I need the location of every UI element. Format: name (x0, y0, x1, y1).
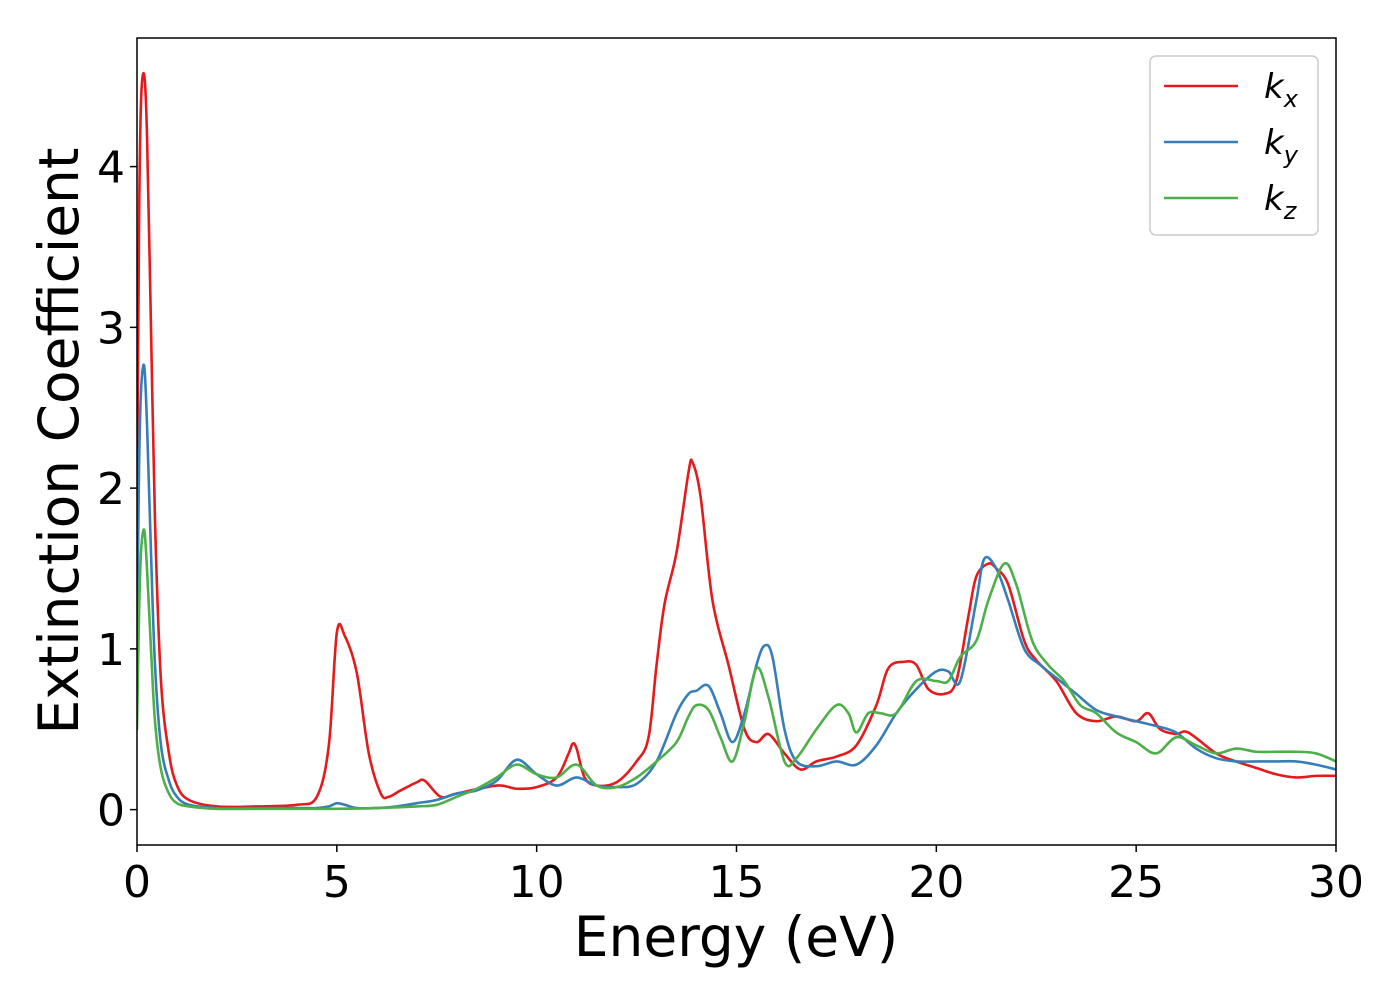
legend-label-k-y: ky (1264, 123, 1299, 169)
legend-label-subscript: y (1283, 141, 1299, 169)
x-axis-title: Energy (eV) (574, 905, 898, 969)
series-line-k-x (137, 72, 1336, 809)
x-tick-label: 15 (709, 857, 765, 908)
y-tick-label: 2 (97, 464, 125, 515)
x-tick-label: 5 (323, 857, 351, 908)
x-tick-label: 10 (509, 857, 565, 908)
legend-box (1149, 55, 1319, 236)
x-axis-ticks: 0 5 10 15 20 25 30 (123, 845, 1364, 908)
x-tick-label: 30 (1308, 857, 1364, 908)
legend-label-subscript: z (1283, 197, 1298, 225)
series-line-k-y (137, 363, 1336, 810)
y-tick-label: 4 (97, 143, 125, 194)
y-tick-label: 1 (97, 625, 125, 676)
x-tick-label: 20 (908, 857, 964, 908)
x-tick-label: 0 (123, 857, 151, 908)
y-axis-title: Extinction Coefficient (27, 148, 91, 735)
x-tick-label: 25 (1108, 857, 1164, 908)
series-line-k-z (137, 528, 1336, 811)
legend-label-subscript: x (1283, 85, 1299, 113)
series-layer (137, 72, 1336, 811)
legend-label-k-x: kx (1264, 67, 1299, 113)
y-axis-ticks: 0 1 2 3 4 (97, 143, 137, 837)
y-tick-label: 0 (97, 786, 125, 837)
y-tick-label: 3 (97, 303, 125, 354)
